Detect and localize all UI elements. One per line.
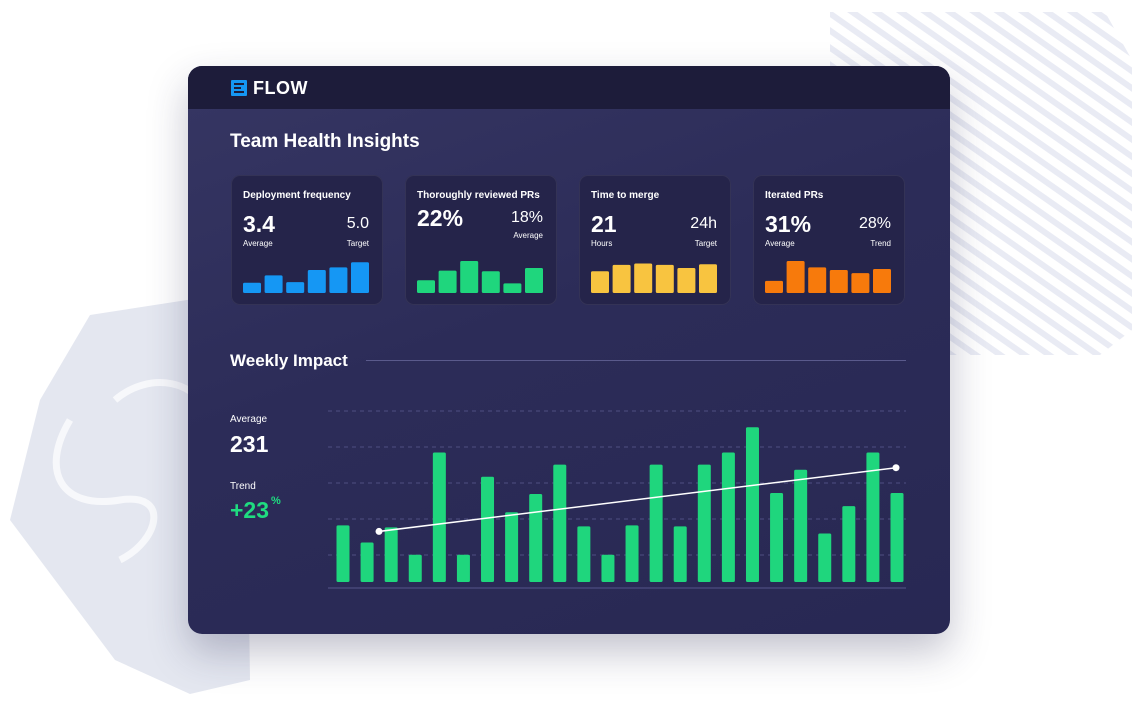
card-bar	[264, 275, 283, 293]
page-title: Team Health Insights	[230, 131, 420, 152]
card-value: 3.4	[243, 211, 275, 237]
card-secondary-value: 18%	[510, 209, 543, 226]
weekly-bar	[577, 526, 591, 582]
weekly-bar	[336, 525, 350, 582]
average-label: Average	[230, 414, 268, 425]
flow-logo-icon	[231, 80, 247, 96]
card-bar	[829, 269, 848, 293]
card-bar	[808, 267, 827, 293]
weekly-bar	[745, 427, 759, 582]
card-time-to-merge[interactable]: Time to merge 21 Hours 24h Target	[579, 175, 731, 305]
card-bar	[677, 268, 696, 293]
weekly-bar	[794, 469, 808, 582]
card-secondary-label: Trend	[870, 239, 891, 248]
weekly-bar	[601, 554, 615, 582]
weekly-bar	[890, 492, 904, 582]
trend-end-point	[892, 464, 900, 472]
card-bar-chart	[243, 262, 369, 293]
dashboard-window: FLOW Team Health Insights Deployment fre…	[188, 66, 950, 634]
weekly-bar	[481, 476, 495, 582]
trend-line	[378, 466, 897, 533]
card-bar	[351, 262, 369, 293]
weekly-bar	[505, 512, 519, 582]
trend-start-point	[375, 527, 383, 535]
brand-name[interactable]: FLOW	[253, 78, 308, 98]
card-bar	[481, 271, 500, 293]
card-bar	[307, 269, 326, 293]
weekly-bar	[842, 506, 856, 582]
card-bar	[786, 261, 805, 293]
weekly-bar	[770, 492, 784, 582]
card-deployment-frequency[interactable]: Deployment frequency 3.4 Average 5.0 Tar…	[231, 175, 383, 305]
trend-unit: %	[271, 495, 281, 507]
card-bar	[243, 282, 261, 293]
card-title: Deployment frequency	[243, 190, 351, 201]
weekly-bar	[529, 494, 543, 582]
card-value: 22%	[417, 205, 464, 231]
weekly-bar	[697, 464, 711, 582]
card-bar-chart	[591, 263, 717, 293]
card-bar	[591, 271, 609, 293]
card-bar	[634, 263, 653, 293]
weekly-bar	[456, 554, 470, 582]
card-value-label: Average	[765, 239, 795, 248]
card-secondary-value: 24h	[690, 215, 717, 232]
card-secondary-value: 28%	[858, 215, 891, 232]
card-title: Thoroughly reviewed PRs	[417, 190, 540, 201]
card-bar	[460, 261, 479, 293]
weekly-bar	[408, 554, 422, 582]
card-secondary-label: Target	[346, 239, 369, 248]
weekly-bar	[432, 452, 446, 582]
card-bar	[851, 273, 870, 293]
card-bar	[525, 268, 543, 293]
card-bar	[438, 270, 457, 293]
title-bar: FLOW	[188, 66, 950, 109]
section-title: Weekly Impact	[230, 351, 348, 370]
card-bar	[503, 283, 522, 293]
card-secondary-value: 5.0	[346, 215, 369, 232]
card-secondary-label: Target	[694, 239, 717, 248]
weekly-bar	[625, 525, 639, 582]
card-bar	[873, 269, 891, 293]
trend-value: +23%	[230, 495, 281, 524]
card-value-label: Hours	[591, 239, 613, 248]
card-bar	[699, 264, 717, 293]
card-secondary-label: Average	[513, 231, 543, 240]
card-bar	[655, 264, 674, 293]
weekly-bar	[360, 542, 374, 582]
weekly-impact-chart	[328, 410, 906, 589]
card-bar	[329, 267, 348, 293]
card-value: 21	[591, 211, 617, 237]
card-value-label: Average	[243, 239, 273, 248]
weekly-bar	[649, 464, 663, 582]
weekly-bar	[721, 452, 735, 582]
trend-label: Trend	[230, 481, 256, 492]
weekly-bar	[818, 533, 832, 582]
average-value: 231	[230, 431, 269, 457]
section-divider	[366, 360, 906, 361]
weekly-bar	[553, 464, 567, 582]
card-reviewed-prs[interactable]: Thoroughly reviewed PRs 22% 18% Average	[405, 175, 557, 305]
card-value: 31%	[765, 211, 812, 237]
weekly-bar	[673, 526, 687, 582]
weekly-bar	[384, 527, 398, 582]
trend-number: +23	[230, 497, 270, 523]
card-title: Time to merge	[591, 190, 660, 201]
card-bar-chart	[417, 261, 543, 293]
card-bar-chart	[765, 261, 891, 293]
card-bar	[286, 282, 305, 293]
card-iterated-prs[interactable]: Iterated PRs 31% Average 28% Trend	[753, 175, 905, 305]
card-bar	[765, 280, 783, 293]
weekly-bar	[866, 452, 880, 582]
card-bar	[417, 280, 435, 293]
card-bar	[612, 264, 631, 293]
card-title: Iterated PRs	[765, 190, 824, 201]
